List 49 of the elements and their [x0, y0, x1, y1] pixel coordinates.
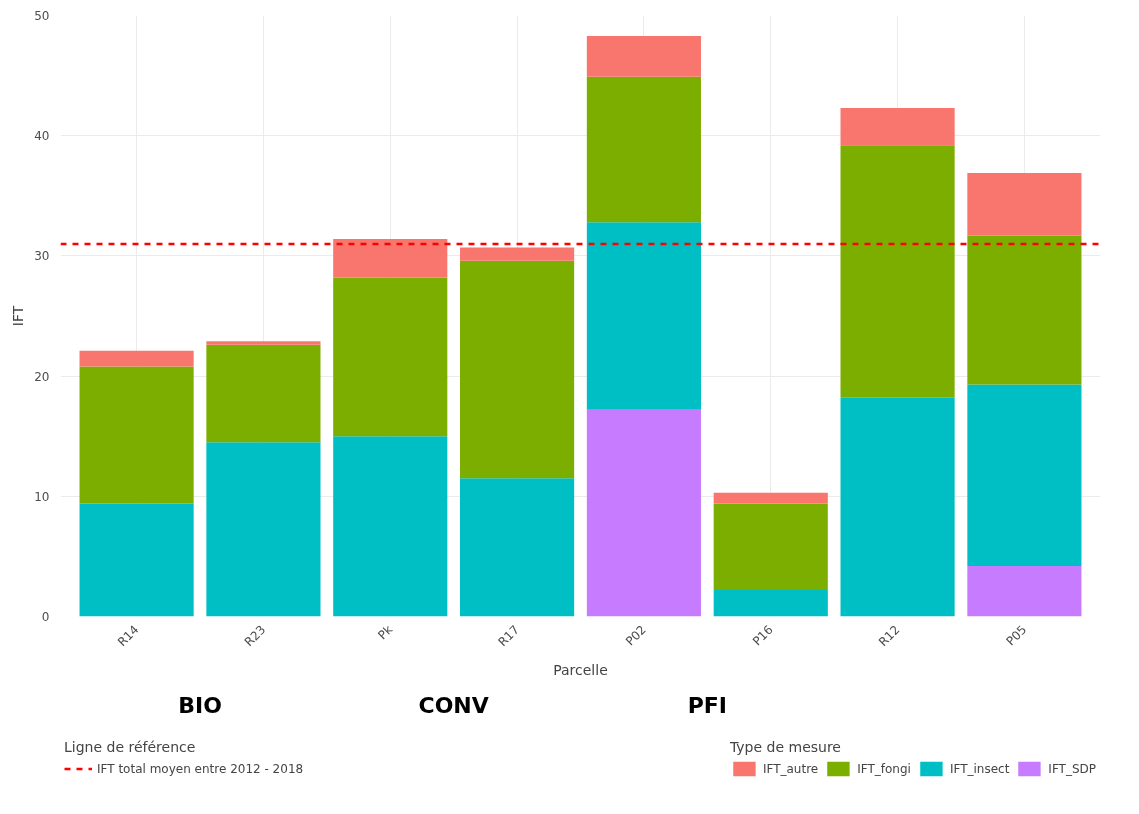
bar [967, 384, 1082, 567]
bar [713, 492, 828, 504]
bar [586, 409, 701, 617]
x-tick-label: Pk [375, 622, 396, 643]
text: BIO [178, 692, 222, 718]
bar [586, 76, 701, 223]
y-tick-label: 50 [34, 9, 50, 23]
bar [713, 590, 828, 617]
legend-label: IFT_insect [949, 761, 1010, 775]
bar [967, 172, 1082, 236]
x-tick-label: R12 [875, 622, 903, 650]
x-axis-title: Parcelle [553, 662, 608, 679]
y-tick-label: 20 [34, 369, 50, 384]
bar [333, 436, 448, 617]
text: Ligne de référence [64, 738, 197, 754]
x-tick-label: P05 [1003, 622, 1030, 649]
bar [460, 478, 575, 617]
legend-label: IFT_autre [762, 761, 819, 775]
bar [206, 341, 321, 345]
bar [713, 503, 828, 591]
bar [333, 239, 448, 278]
bar [967, 566, 1082, 617]
y-tick-label: 40 [34, 129, 50, 144]
y-tick-label: 30 [34, 249, 50, 264]
bar [79, 503, 194, 617]
bar [79, 366, 194, 504]
bar [206, 442, 321, 617]
legend-label: IFT total moyen entre 2012 - 2018 [97, 761, 304, 775]
x-tick-label: R23 [241, 622, 269, 650]
y-axis-title: IFT [10, 305, 27, 327]
text: CONV [418, 692, 489, 718]
y-tick-label: 10 [34, 489, 50, 504]
bar [333, 277, 448, 437]
bar [460, 260, 575, 479]
text: PFI [687, 692, 727, 718]
bar [840, 108, 955, 146]
bar [967, 235, 1082, 385]
legend-label: IFT_fongi [857, 761, 911, 775]
bar [840, 397, 955, 617]
bar [206, 344, 321, 443]
x-tick-label: P02 [623, 622, 649, 649]
legend-label: IFT_SDP [1048, 761, 1096, 775]
bar [460, 247, 575, 261]
y-tick-label: 0 [41, 610, 50, 624]
bar [840, 145, 955, 398]
bar [586, 222, 701, 410]
bar [79, 350, 194, 367]
legend-title: Type de mesure [729, 738, 842, 754]
bar [586, 35, 701, 77]
